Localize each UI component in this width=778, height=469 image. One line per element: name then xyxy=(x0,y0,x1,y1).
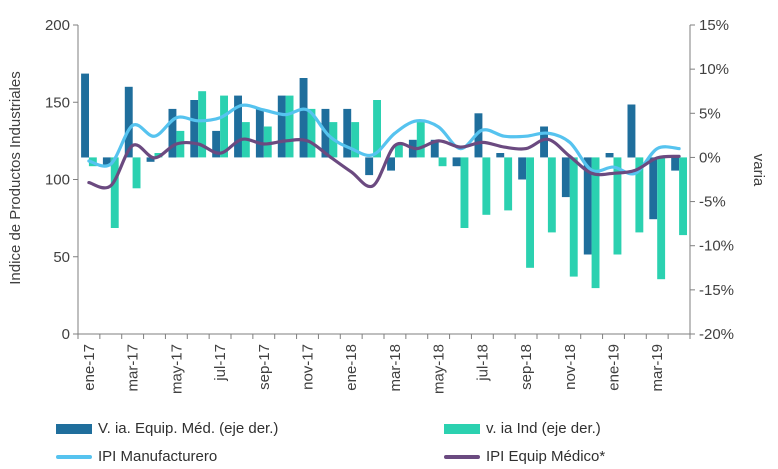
axes: 0 50 100 150 200 -20% -15% -10% -5% 0% 5% 10% 15% ene… xyxy=(45,17,734,394)
x-tick-label-ene-18: ene-18 xyxy=(343,344,360,391)
bar-equip-med-sep-17 xyxy=(255,108,264,158)
bar-equip-med-nov-18 xyxy=(561,157,570,198)
right-tick-label: -5% xyxy=(699,194,726,211)
bar-equip-med-ene-19 xyxy=(605,153,614,158)
bar-equip-med-ene-17 xyxy=(81,73,89,158)
bar-ind-feb-19 xyxy=(635,157,644,233)
bar-ind-oct-18 xyxy=(547,157,556,233)
bar-ind-jul-18 xyxy=(482,157,491,215)
x-tick-label-sep-17: sep-17 xyxy=(256,344,273,390)
bar-equip-med-feb-19 xyxy=(627,104,636,158)
right-tick-label: -15% xyxy=(699,282,734,299)
bar-ind-abr-18 xyxy=(416,122,425,158)
x-tick-label-mar-17: mar-17 xyxy=(125,344,142,392)
x-tick-label-may-18: may-18 xyxy=(431,344,448,394)
bar-equip-med-abr-17 xyxy=(146,157,155,162)
x-tick-label-sep-18: sep-18 xyxy=(518,344,535,390)
bar-ind-ago-18 xyxy=(504,157,513,211)
bar-ind-nov-17 xyxy=(307,108,316,158)
line-ipi-manufacturero xyxy=(87,103,681,176)
bar-ind-jun-18 xyxy=(460,157,469,228)
x-tick-label-jul-18: jul-18 xyxy=(474,344,491,382)
bar-equip-med-feb-18 xyxy=(365,157,374,176)
right-tick-label: -20% xyxy=(699,326,734,343)
right-tick-label: 0% xyxy=(699,149,721,166)
bar-ind-sep-17 xyxy=(263,126,272,158)
bar-equip-med-abr-19 xyxy=(671,157,680,171)
bar-equip-med-jul-18 xyxy=(474,113,483,158)
bar-ind-jul-17 xyxy=(220,95,228,158)
bar-equip-med-ago-18 xyxy=(496,153,505,158)
bar-ind-oct-17 xyxy=(285,95,294,158)
bar-equip-med-may-18 xyxy=(430,139,439,158)
line-layer xyxy=(87,103,681,190)
bar-ind-mar-19 xyxy=(657,157,666,280)
bar-ind-nov-18 xyxy=(569,157,578,277)
bar-ind-mar-18 xyxy=(394,144,403,158)
x-tick-label-mar-19: mar-19 xyxy=(649,344,666,392)
bar-equip-med-jun-17 xyxy=(190,100,199,158)
bar-equip-med-mar-17 xyxy=(124,86,133,158)
bar-equip-med-ene-18 xyxy=(343,108,352,158)
bar-equip-med-dic-18 xyxy=(583,157,592,255)
right-tick-label: 15% xyxy=(699,17,729,34)
line-ipi-equip-medico xyxy=(87,137,681,190)
bar-ind-abr-19 xyxy=(679,157,687,236)
x-tick-label-jul-17: jul-17 xyxy=(212,344,229,382)
right-tick-label: 5% xyxy=(699,105,721,122)
right-axis-title: varia xyxy=(750,154,767,187)
bar-ind-feb-18 xyxy=(373,100,381,158)
x-tick-label-ene-19: ene-19 xyxy=(606,344,623,391)
bar-equip-med-ago-17 xyxy=(234,95,242,158)
left-tick-label: 150 xyxy=(45,94,70,111)
left-tick-label: 50 xyxy=(53,249,70,266)
left-tick-label: 100 xyxy=(45,172,70,189)
x-tick-label-nov-18: nov-18 xyxy=(562,344,579,390)
x-tick-label-mar-18: mar-18 xyxy=(387,344,404,392)
bar-ind-sep-18 xyxy=(526,157,534,268)
left-tick-label: 200 xyxy=(45,17,70,34)
bar-equip-med-mar-19 xyxy=(649,157,658,220)
right-tick-label: 10% xyxy=(699,61,729,78)
x-tick-label-may-17: may-17 xyxy=(168,344,185,394)
bar-equip-med-nov-17 xyxy=(299,78,308,158)
bar-equip-med-mar-18 xyxy=(387,157,395,171)
left-tick-label: 0 xyxy=(62,326,70,343)
bar-ind-jun-17 xyxy=(198,91,207,158)
x-tick-label-ene-17: ene-17 xyxy=(81,344,98,391)
bar-equip-med-oct-17 xyxy=(277,95,286,158)
bar-ind-dic-18 xyxy=(591,157,600,289)
bar-equip-med-jul-17 xyxy=(212,130,221,158)
bar-equip-med-feb-17 xyxy=(102,157,111,167)
bar-ind-mar-17 xyxy=(132,157,141,189)
bar-equip-med-oct-18 xyxy=(540,126,548,158)
bar-ind-ene-18 xyxy=(351,122,360,158)
bar-equip-med-jun-18 xyxy=(452,157,461,167)
bar-ind-feb-17 xyxy=(110,157,119,228)
bar-equip-med-sep-18 xyxy=(518,157,527,180)
bar-ind-may-18 xyxy=(438,157,447,167)
bar-ind-ene-19 xyxy=(613,157,622,255)
bar-equip-med-may-17 xyxy=(168,108,177,158)
left-axis-title: Indice de Productos Industriales xyxy=(7,71,24,284)
right-tick-label: -10% xyxy=(699,238,734,255)
x-tick-label-nov-17: nov-17 xyxy=(300,344,317,390)
bar-layer xyxy=(81,73,687,289)
